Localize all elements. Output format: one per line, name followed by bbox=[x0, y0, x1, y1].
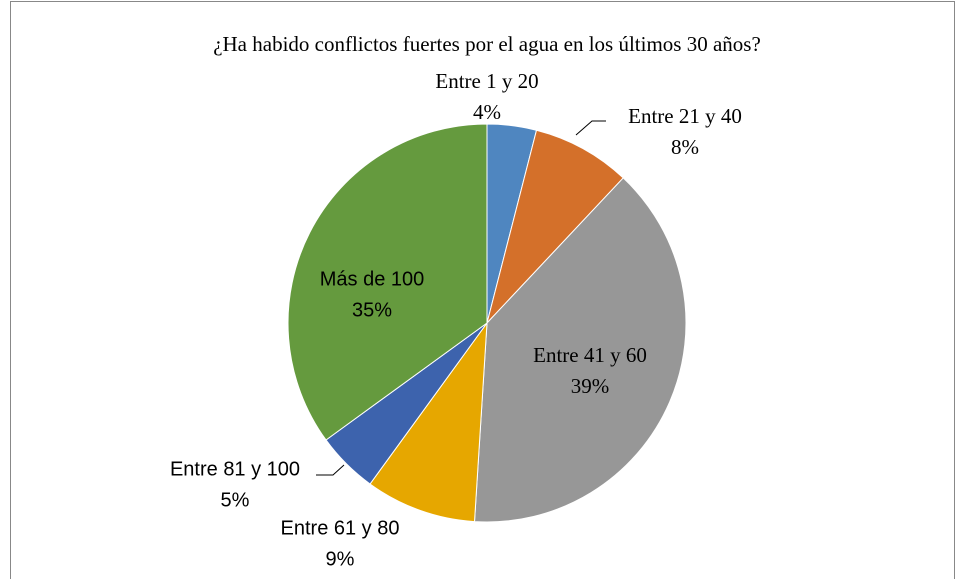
pie bbox=[287, 123, 687, 523]
slice-label: Más de 100 bbox=[320, 268, 425, 290]
slice-value-label: 35% bbox=[352, 299, 392, 321]
slice-value-label: 5% bbox=[221, 489, 250, 511]
pie-slice bbox=[287, 123, 488, 441]
labels: Entre 1 y 20 4% Entre 21 y 40 8% Entre 41 y … bbox=[170, 69, 742, 570]
leader-line bbox=[316, 464, 345, 476]
slice-label: Entre 61 y 80 bbox=[281, 517, 400, 539]
pie-slice bbox=[369, 321, 488, 523]
slice-value-label: 39% bbox=[571, 374, 610, 398]
leader-line bbox=[575, 120, 606, 136]
slice-label: Entre 41 y 60 bbox=[533, 343, 647, 367]
slice-label: Entre 81 y 100 bbox=[170, 458, 300, 480]
chart-frame bbox=[10, 1, 955, 579]
chart-title: ¿Ha habido conflictos fuertes por el agu… bbox=[213, 32, 761, 56]
slice-value-label: 8% bbox=[671, 135, 699, 159]
pie-slice bbox=[486, 129, 624, 324]
slice-label: Entre 21 y 40 bbox=[628, 104, 742, 128]
slice-label: Entre 1 y 20 bbox=[435, 69, 538, 93]
pie-slice bbox=[473, 177, 687, 523]
slice-value-label: 4% bbox=[473, 100, 501, 124]
slice-value-label: 9% bbox=[326, 548, 355, 570]
